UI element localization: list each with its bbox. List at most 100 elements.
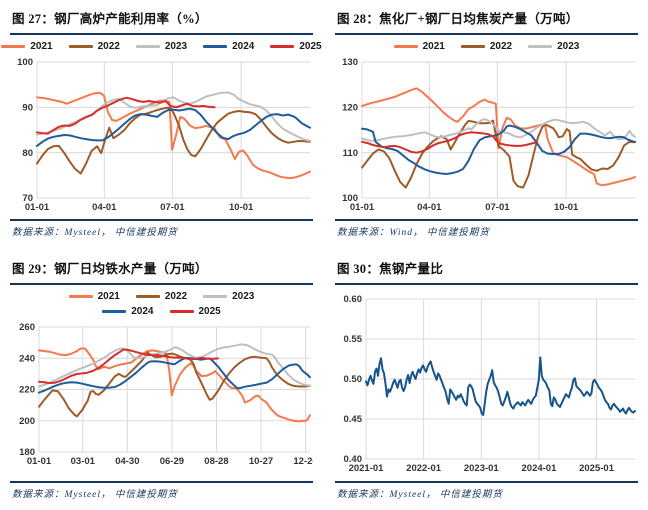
fig29-source: 数据来源：Mysteel， 中信建投期货 xyxy=(10,481,313,500)
fig30-source: 数据来源：Mysteel， 中信建投期货 xyxy=(335,481,638,500)
series-2022 xyxy=(361,119,636,189)
legend-item-2023: 2023 xyxy=(528,39,579,54)
svg-text:03-01: 03-01 xyxy=(71,456,96,467)
svg-text:120: 120 xyxy=(342,103,358,114)
fig28-title: 图 28：焦化厂+钢厂日均焦炭产量（万吨） xyxy=(335,6,638,35)
legend-swatch xyxy=(203,45,228,48)
legend-item-2024: 2024 xyxy=(203,39,254,54)
legend-swatch xyxy=(270,45,295,48)
svg-text:2024-01: 2024-01 xyxy=(522,463,558,474)
legend-item-2024: 2024 xyxy=(102,304,154,319)
svg-text:12-26: 12-26 xyxy=(293,456,313,467)
series-2021 xyxy=(38,347,311,423)
axis-labels: 0.40 0.45 0.50 0.55 0.60 2021-01 2022-01 2023-0… xyxy=(344,294,615,474)
svg-text:2023-01: 2023-01 xyxy=(464,463,500,474)
fig28-source: 数据来源：Wind， 中信建投期货 xyxy=(335,219,638,238)
svg-text:01-01: 01-01 xyxy=(350,202,375,213)
fig27-chart: 70 80 90 100 01-01 04-01 07-01 10-01 xyxy=(10,54,313,217)
svg-text:04-01: 04-01 xyxy=(417,202,442,213)
legend-item-2023: 2023 xyxy=(135,39,187,54)
svg-text:220: 220 xyxy=(19,385,35,396)
legend-row: 2024 2025 xyxy=(102,304,221,319)
legend-row: 2021 2022 2023 2024 2025 xyxy=(1,39,322,54)
series-2021 xyxy=(361,87,636,187)
axis-labels: 70 80 90 100 01-01 04-01 07-01 10-01 xyxy=(17,57,254,213)
svg-text:0.40: 0.40 xyxy=(344,454,363,465)
svg-text:0.45: 0.45 xyxy=(344,414,363,425)
legend-swatch xyxy=(68,295,93,298)
fig27-legend: 2021 2022 2023 2024 2025 xyxy=(1,39,322,54)
fig27-line-chart: 70 80 90 100 01-01 04-01 07-01 10-01 xyxy=(17,57,311,213)
legend-item-2022: 2022 xyxy=(68,39,120,54)
svg-text:70: 70 xyxy=(22,193,33,204)
series-lines xyxy=(36,91,311,180)
series-2023 xyxy=(361,118,636,142)
svg-text:08-28: 08-28 xyxy=(204,456,228,467)
svg-text:260: 260 xyxy=(19,322,35,333)
series-2021 xyxy=(36,91,311,180)
legend-swatch xyxy=(528,45,553,48)
legend-item-2022: 2022 xyxy=(135,289,187,304)
svg-text:01-01: 01-01 xyxy=(27,456,52,467)
svg-text:07-01: 07-01 xyxy=(485,202,510,213)
legend-swatch xyxy=(1,45,26,48)
legend-swatch xyxy=(135,295,160,298)
series-2025 xyxy=(361,131,538,154)
legend-swatch xyxy=(393,45,418,48)
panel-fig30: 图 30：焦钢产量比 0.40 0.45 0.50 0.55 0.60 2021-01 20… xyxy=(335,256,638,500)
legend-item-2025: 2025 xyxy=(169,304,221,319)
svg-text:80: 80 xyxy=(22,148,33,159)
svg-text:04-30: 04-30 xyxy=(115,456,139,467)
svg-text:01-01: 01-01 xyxy=(25,202,50,213)
svg-text:10-27: 10-27 xyxy=(249,456,273,467)
legend-item-2021: 2021 xyxy=(1,39,53,54)
legend-swatch xyxy=(460,45,485,48)
fig28-chart: 100 110 120 130 01-01 04-01 07-01 10-01 xyxy=(335,54,638,217)
legend-row: 2021 2022 2023 xyxy=(68,289,254,304)
svg-text:100: 100 xyxy=(17,57,33,68)
svg-text:200: 200 xyxy=(19,416,35,427)
axis-labels: 100 110 120 130 01-01 04-01 07-01 10-01 xyxy=(342,57,579,213)
series-2022 xyxy=(36,106,311,175)
svg-text:10-01: 10-01 xyxy=(229,202,254,213)
svg-text:110: 110 xyxy=(343,148,358,159)
svg-text:240: 240 xyxy=(19,353,35,364)
legend-item-2021: 2021 xyxy=(393,39,445,54)
series-焦钢产量比 xyxy=(365,356,636,416)
series-2025 xyxy=(38,348,219,385)
legend-swatch xyxy=(135,45,160,48)
legend-item-2021: 2021 xyxy=(68,289,120,304)
fig27-source: 数据来源：Mysteel， 中信建投期货 xyxy=(10,219,313,238)
fig29-title: 图 29：钢厂日均铁水产量（万吨） xyxy=(10,256,313,285)
fig28-legend: 2021 2022 2023 xyxy=(335,39,638,54)
legend-swatch xyxy=(102,310,127,313)
fig29-line-chart: 180 200 220 240 260 01-01 03-01 04-30 06-29 08-28… xyxy=(19,322,313,467)
svg-text:0.55: 0.55 xyxy=(344,334,363,345)
svg-text:180: 180 xyxy=(19,447,35,458)
fig28-line-chart: 100 110 120 130 01-01 04-01 07-01 10-01 xyxy=(342,57,636,213)
svg-text:100: 100 xyxy=(342,193,358,204)
svg-text:0.60: 0.60 xyxy=(344,294,363,305)
axis-labels: 180 200 220 240 260 01-01 03-01 04-30 06-29 08-28… xyxy=(19,322,313,467)
svg-text:06-29: 06-29 xyxy=(160,456,184,467)
legend-swatch xyxy=(169,310,194,313)
fig29-chart: 180 200 220 240 260 01-01 03-01 04-30 06-29 08-28… xyxy=(10,319,313,479)
series-2024 xyxy=(36,107,311,147)
legend-swatch xyxy=(203,295,228,298)
fig30-title: 图 30：焦钢产量比 xyxy=(335,256,638,285)
legend-row: 2021 2022 2023 xyxy=(393,39,579,54)
svg-text:04-01: 04-01 xyxy=(92,202,117,213)
series-2023 xyxy=(38,343,311,388)
panel-fig27: 图 27：钢厂高炉产能利用率（%） 2021 2022 2023 2024 2025 7… xyxy=(1,6,322,238)
legend-swatch xyxy=(68,45,93,48)
fig30-line-chart: 0.40 0.45 0.50 0.55 0.60 2021-01 2022-01 2023-0… xyxy=(344,294,636,474)
fig30-chart: 0.40 0.45 0.50 0.55 0.60 2021-01 2022-01 2023-0… xyxy=(335,289,638,479)
series-lines xyxy=(361,87,636,189)
svg-text:2025-01: 2025-01 xyxy=(579,463,615,474)
legend-item-2022: 2022 xyxy=(460,39,512,54)
series-2024 xyxy=(361,124,636,175)
svg-text:0.50: 0.50 xyxy=(344,374,363,385)
svg-text:2021-01: 2021-01 xyxy=(349,463,385,474)
panel-fig28: 图 28：焦化厂+钢厂日均焦炭产量（万吨） 2021 2022 2023 100 11… xyxy=(335,6,638,238)
series-2025 xyxy=(36,96,216,135)
